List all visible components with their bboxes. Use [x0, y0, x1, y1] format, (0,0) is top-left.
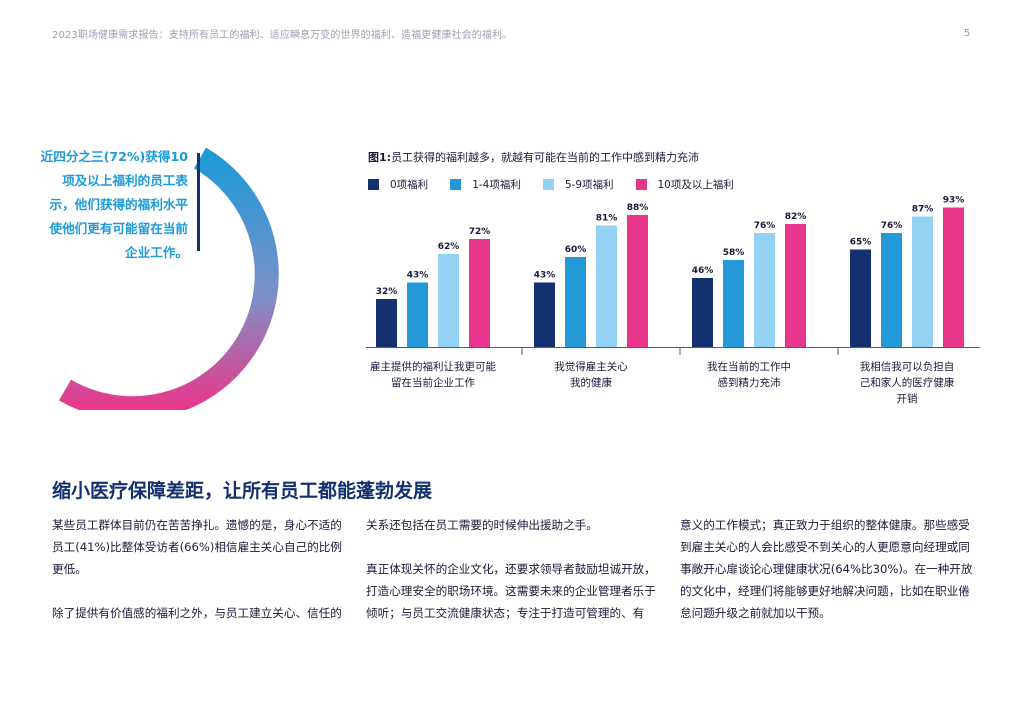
- callout-text: 近四分之三(72%)获得10项及以上福利的员工表示，他们获得的福利水平使他们更有…: [40, 149, 188, 260]
- callout-accent-bar: [197, 153, 200, 251]
- legend-swatch: [450, 179, 462, 190]
- bar: [723, 260, 744, 347]
- decorative-ring: [58, 147, 279, 410]
- bar: [376, 299, 397, 347]
- data-label: 58%: [723, 248, 745, 258]
- ring-arc: [58, 147, 279, 410]
- bar: [627, 215, 648, 347]
- category-label-line: 我相信我可以负担自: [859, 361, 955, 373]
- legend-label: 1-4项福利: [472, 179, 521, 191]
- bar: [912, 216, 933, 347]
- category-label: 我在当前的工作中 感到精力充沛: [679, 359, 819, 391]
- legend-swatch: [542, 179, 554, 190]
- category-label-line: 开销: [896, 393, 918, 405]
- bar: [754, 233, 775, 347]
- figure-title: 图1:员工获得的福利越多，就越有可能在当前的工作中感到精力充沛: [368, 149, 699, 165]
- data-label: 62%: [438, 242, 460, 252]
- running-header: 2023职场健康需求报告：支持所有员工的福利、适应瞬息万变的世界的福利、造福更健…: [52, 30, 513, 41]
- data-label: 72%: [469, 227, 491, 237]
- category-label: 我相信我可以负担自 己和家人的医疗健康 开销: [837, 359, 977, 407]
- legend-label: 5-9项福利: [564, 179, 614, 191]
- bar-chart: 32% 43% 62% 72% 43% 60% 81% 88% 46% 58% 76% 82% 65% 7…: [366, 196, 980, 355]
- figure-label: 图1:: [368, 151, 392, 164]
- paragraph: 意义的工作模式；真正致力于组织的整体健康。那些感受到雇主关心的人会比感受不到关心…: [680, 518, 973, 620]
- bar: [943, 207, 964, 347]
- legend-label: 10项及以上福利: [657, 179, 734, 191]
- category-label: 我觉得雇主关心 我的健康: [521, 359, 661, 391]
- paragraph: 除了提供有价值感的福利之外，与员工建立关心、信任的: [52, 606, 342, 620]
- category-label-line: 雇主提供的福利让我更可能: [370, 361, 496, 373]
- legend-item: 0项福利: [368, 177, 428, 192]
- bar: [692, 278, 713, 347]
- category-label: 雇主提供的福利让我更可能 留在当前企业工作: [363, 359, 503, 391]
- category-label-line: 留在当前企业工作: [391, 377, 475, 389]
- bar: [850, 249, 871, 347]
- bar: [565, 257, 586, 347]
- bar: [596, 225, 617, 347]
- data-label: 88%: [627, 203, 649, 213]
- legend-item: 5-9项福利: [542, 177, 614, 192]
- data-label: 65%: [850, 238, 872, 248]
- bar: [881, 233, 902, 347]
- bar: [785, 224, 806, 347]
- data-label: 87%: [912, 205, 934, 215]
- data-label: 76%: [754, 221, 776, 231]
- bar: [534, 282, 555, 347]
- legend-swatch: [635, 179, 647, 190]
- paragraph: 关系还包括在员工需要的时候伸出援助之手。: [366, 518, 598, 532]
- body-column-2: 关系还包括在员工需要的时候伸出援助之手。 真正体现关怀的企业文化，还要求领导者鼓…: [366, 514, 666, 646]
- data-label: 60%: [565, 245, 587, 255]
- chart-legend: 0项福利 1-4项福利 5-9项福利 10项及以上福利: [368, 177, 756, 192]
- paragraph: 某些员工群体目前仍在苦苦挣扎。遗憾的是，身心不适的员工(41%)比整体受访者(6…: [52, 518, 342, 576]
- data-label: 32%: [376, 287, 398, 297]
- data-label: 43%: [407, 271, 429, 281]
- legend-label: 0项福利: [390, 179, 429, 191]
- legend-item: 1-4项福利: [450, 177, 521, 192]
- category-label-line: 己和家人的医疗健康: [859, 377, 955, 389]
- section-title: 缩小医疗保障差距，让所有员工都能蓬勃发展: [52, 480, 433, 502]
- category-label-line: 感到精力充沛: [717, 377, 781, 389]
- bar: [438, 254, 459, 347]
- category-label-line: 我在当前的工作中: [707, 361, 791, 373]
- data-label: 43%: [534, 271, 556, 281]
- legend-item: 10项及以上福利: [635, 177, 734, 192]
- data-label: 82%: [785, 212, 807, 222]
- body-column-1: 某些员工群体目前仍在苦苦挣扎。遗憾的是，身心不适的员工(41%)比整体受访者(6…: [52, 514, 352, 646]
- category-label-line: 我的健康: [570, 377, 612, 389]
- bar: [407, 282, 428, 347]
- paragraph: 真正体现关怀的企业文化，还要求领导者鼓励坦诚开放，打造心理安全的职场环境。这需要…: [366, 562, 656, 620]
- bar: [469, 239, 490, 347]
- data-label: 81%: [596, 214, 618, 224]
- legend-swatch: [368, 179, 379, 190]
- data-label: 46%: [692, 266, 714, 276]
- data-label: 76%: [881, 221, 903, 231]
- data-label: 93%: [943, 196, 965, 206]
- page-number: 5: [964, 28, 971, 39]
- body-column-3: 意义的工作模式；真正致力于组织的整体健康。那些感受到雇主关心的人会比感受不到关心…: [680, 514, 980, 646]
- category-label-line: 我觉得雇主关心: [554, 361, 628, 373]
- figure-title-text: 员工获得的福利越多，就越有可能在当前的工作中感到精力充沛: [391, 151, 700, 164]
